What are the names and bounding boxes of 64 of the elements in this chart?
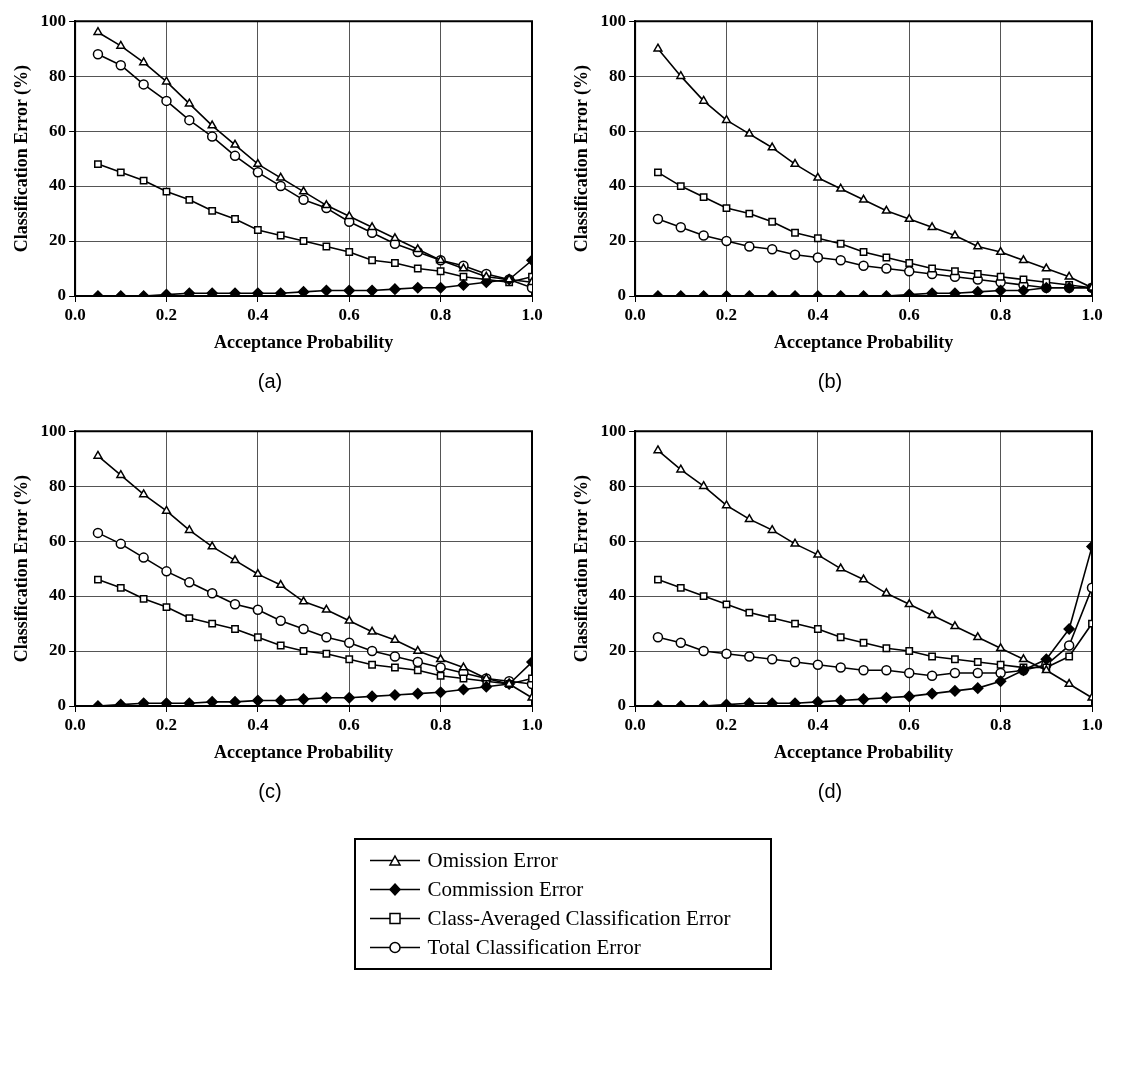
y-tick-label: 80 (609, 65, 627, 85)
y-axis-title: Classification Error (%) (571, 474, 593, 663)
x-tick-label: 0.8 (989, 304, 1012, 324)
y-tick-label: 80 (49, 65, 67, 85)
y-tick-label: 40 (49, 175, 67, 195)
x-tick-label: 0.4 (247, 714, 269, 734)
y-tick-label: 60 (49, 120, 67, 140)
y-tick-label: 80 (609, 475, 627, 495)
x-tick-label: 0.2 (715, 714, 738, 734)
y-tick-label: 40 (609, 585, 627, 605)
y-tick-label: 0 (57, 695, 67, 715)
y-tick-label: 40 (49, 585, 67, 605)
y-tick-label: 100 (600, 10, 627, 30)
y-tick-label: 100 (40, 420, 67, 440)
x-tick-label: 1.0 (1081, 714, 1103, 734)
x-tick-label: 0.8 (429, 304, 452, 324)
x-tick-label: 0.6 (898, 304, 920, 324)
y-tick-label: 0 (57, 285, 67, 305)
y-tick-label: 0 (617, 695, 627, 715)
text: (c) (258, 779, 282, 802)
x-tick-label: 0.2 (715, 304, 738, 324)
y-axis-title: Classification Error (%) (11, 64, 33, 253)
x-tick-label: 0.6 (338, 304, 360, 324)
x-tick-label: 1.0 (521, 304, 543, 324)
x-tick-label: 0.4 (247, 304, 269, 324)
y-tick-label: 20 (49, 640, 67, 660)
x-tick-label: 0.2 (155, 714, 178, 734)
x-tick-label: 0.0 (64, 304, 86, 324)
y-tick-label: 40 (609, 175, 627, 195)
y-axis-title: Classification Error (%) (11, 474, 33, 663)
x-axis-title: Acceptance Probability (213, 331, 394, 352)
y-tick-label: 80 (49, 475, 67, 495)
x-tick-label: 0.4 (807, 714, 829, 734)
y-tick-label: 60 (49, 530, 67, 550)
text: (a) (257, 369, 283, 392)
y-tick-label: 100 (40, 10, 67, 30)
x-tick-label: 1.0 (1081, 304, 1103, 324)
y-tick-label: 20 (49, 230, 67, 250)
y-tick-label: 60 (609, 120, 627, 140)
x-tick-label: 0.6 (898, 714, 920, 734)
y-tick-label: 100 (600, 420, 627, 440)
legend-label: Class-Averaged Classification Error (427, 906, 731, 931)
x-tick-label: 1.0 (521, 714, 543, 734)
x-tick-label: 0.8 (429, 714, 452, 734)
legend-label: Omission Error (427, 848, 558, 873)
x-tick-label: 0.4 (807, 304, 829, 324)
y-tick-label: 20 (609, 640, 627, 660)
x-axis-title: Acceptance Probability (213, 741, 394, 762)
x-tick-label: 0.8 (989, 714, 1012, 734)
x-tick-label: 0.0 (64, 714, 86, 734)
y-tick-label: 60 (609, 530, 627, 550)
text: (d) (817, 779, 843, 802)
y-axis-title: Classification Error (%) (571, 64, 593, 253)
x-tick-label: 0.0 (624, 304, 646, 324)
x-tick-label: 0.2 (155, 304, 178, 324)
text: (b) (817, 369, 843, 392)
y-tick-label: 20 (609, 230, 627, 250)
x-axis-title: Acceptance Probability (773, 331, 954, 352)
x-axis-title: Acceptance Probability (773, 741, 954, 762)
x-tick-label: 0.0 (624, 714, 646, 734)
y-tick-label: 0 (617, 285, 627, 305)
x-tick-label: 0.6 (338, 714, 360, 734)
legend-label: Commission Error (427, 877, 584, 902)
legend-label: Total Classification Error (427, 935, 641, 960)
